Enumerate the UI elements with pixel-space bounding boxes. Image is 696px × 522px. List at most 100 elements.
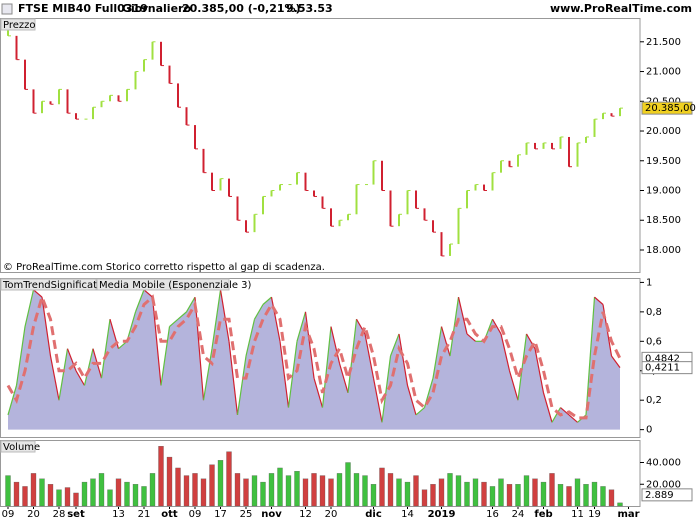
- indicator-edge: [100, 319, 111, 379]
- indicator-edge: [33, 289, 43, 298]
- indicator-edge: [330, 326, 341, 364]
- panel-label: Media Mobile (Esponenziale 3): [99, 280, 252, 291]
- indicator-edge: [58, 348, 69, 401]
- indicator-edge: [296, 311, 307, 342]
- volume-bar: [277, 467, 283, 507]
- value-badge-label: 2.889: [645, 490, 674, 501]
- volume-bar: [285, 475, 292, 507]
- volume-bar: [149, 473, 156, 507]
- volume-bar: [591, 481, 598, 507]
- volume-bar: [115, 478, 122, 507]
- volume-bar: [226, 451, 232, 507]
- volume-bar: [506, 484, 513, 507]
- panel-label-box: [0, 18, 36, 31]
- indicator-edge: [169, 318, 179, 328]
- volume-bar: [141, 486, 147, 507]
- volume-bar: [166, 456, 173, 507]
- indicator-edge: [542, 392, 553, 423]
- volume-bar: [396, 478, 402, 507]
- indicator-edge: [75, 370, 86, 386]
- y-tick-label: 19.000: [646, 186, 681, 197]
- x-tick-label: 17: [214, 509, 227, 520]
- indicator-edge: [406, 385, 417, 416]
- x-tick-label: 16: [486, 509, 499, 520]
- menu-icon[interactable]: [1, 3, 13, 15]
- volume-bar: [574, 478, 581, 507]
- indicator-edge: [304, 311, 315, 379]
- volume-bar: [30, 473, 37, 507]
- indicator-edge: [457, 297, 468, 335]
- indicator-edge: [347, 319, 358, 393]
- indicator-edge: [551, 407, 562, 423]
- volume-bar: [107, 489, 113, 507]
- x-tick-label: mar: [617, 509, 639, 520]
- panel-label-box: [0, 278, 97, 291]
- volume-bar: [455, 475, 462, 507]
- volume-bar: [73, 492, 79, 507]
- volume-bar: [243, 478, 249, 507]
- indicator-edge: [49, 355, 60, 401]
- volume-bar: [183, 475, 190, 507]
- panel-frame: [0, 18, 641, 273]
- panel-label: TomTrendSignificativa: [2, 280, 112, 291]
- y-tick-label: 21.000: [646, 67, 681, 78]
- indicator-edge: [313, 377, 324, 408]
- indicator-edge: [253, 304, 264, 320]
- x-tick-label: 24: [512, 509, 525, 520]
- y-tick-label: 0: [646, 425, 652, 436]
- indicator-edge: [245, 319, 256, 357]
- volume-bar: [209, 464, 215, 507]
- y-tick-label: 20.000: [646, 126, 681, 137]
- indicator-edge: [611, 355, 621, 368]
- period: Giornaliero: [122, 2, 191, 15]
- y-tick-label: 0,8: [646, 307, 662, 318]
- volume-bar: [175, 467, 181, 507]
- indicator-edge: [585, 297, 596, 415]
- indicator-edge: [15, 326, 26, 386]
- volume-bar: [379, 467, 385, 507]
- indicator-edge: [228, 341, 239, 415]
- indicator-edge: [449, 297, 460, 357]
- volume-bar: [608, 489, 615, 507]
- volume-bar: [268, 473, 275, 507]
- volume-bar: [370, 484, 377, 507]
- volume-bar: [532, 478, 538, 507]
- indicator-edge: [491, 318, 502, 335]
- volume-bar: [64, 487, 71, 507]
- x-tick-label: 12: [299, 509, 312, 520]
- volume-bar: [489, 486, 496, 507]
- indicator-edge: [202, 348, 213, 401]
- indicator-edge: [364, 333, 375, 379]
- indicator-edge: [560, 407, 570, 416]
- volume-bar: [583, 484, 589, 507]
- indicator-edge: [381, 355, 392, 423]
- volume-bar: [158, 446, 164, 507]
- volume-bar: [362, 475, 368, 507]
- y-tick-label: 20.000: [646, 479, 681, 490]
- value-badge-label: 20.385,00: [645, 103, 696, 114]
- indicator-edge: [219, 289, 230, 342]
- volume-bar: [540, 481, 547, 507]
- indicator-edge: [41, 297, 52, 357]
- x-tick-label: feb: [534, 509, 552, 520]
- volume-bar: [464, 481, 470, 507]
- volume-bar: [438, 478, 445, 507]
- y-tick-label: 21.500: [646, 37, 681, 48]
- volume-bar: [345, 462, 351, 507]
- time: 9.53.53: [286, 2, 333, 15]
- x-tick-label: 09: [189, 509, 202, 520]
- value-badge: [641, 488, 693, 502]
- volume-bar: [421, 489, 428, 507]
- volume-bar: [566, 486, 572, 507]
- x-tick-label: 2019: [428, 509, 456, 520]
- indicator-edge: [338, 363, 349, 393]
- indicator-edge: [534, 348, 545, 393]
- volume-bar: [124, 481, 130, 507]
- volume-bar: [22, 486, 28, 507]
- instrument: FTSE MIB40 Full0319: [18, 2, 148, 15]
- x-tick-label: nov: [261, 509, 282, 520]
- volume-bar: [523, 475, 530, 507]
- panel-frame: [0, 440, 641, 507]
